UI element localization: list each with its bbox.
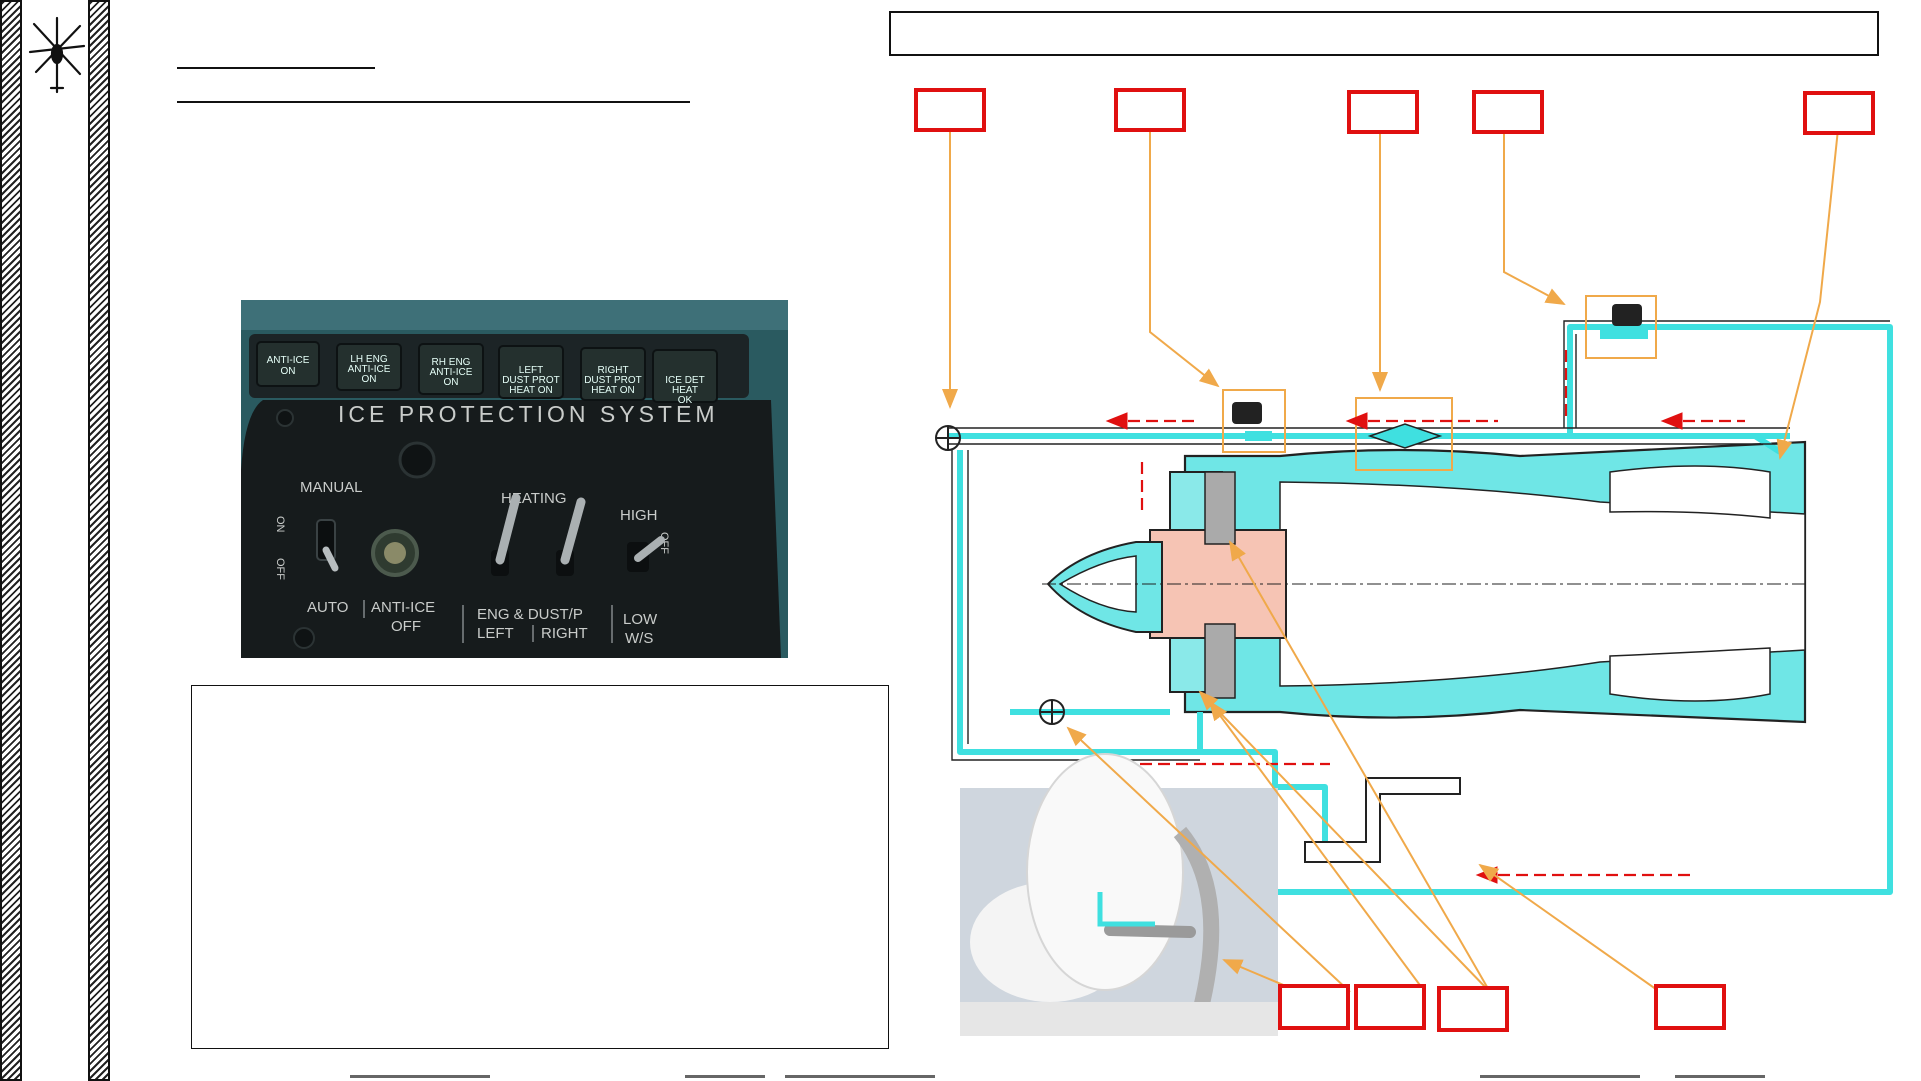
svg-text:OK: OK <box>678 395 693 406</box>
label-ws: W/S <box>625 630 653 647</box>
engine-anti-ice-schematic <box>914 88 1893 1036</box>
callout-box <box>1803 91 1875 135</box>
footer-strip <box>350 1075 1765 1078</box>
subheading-underline <box>177 101 690 103</box>
svg-text:HEAT: HEAT <box>672 385 698 396</box>
panel-screw <box>276 409 294 427</box>
label-high: HIGH <box>620 507 658 524</box>
callout-box <box>1354 984 1426 1030</box>
svg-text:HEAT ON: HEAT ON <box>509 385 553 396</box>
callout-box <box>1278 984 1350 1030</box>
label-anti-ice: ANTI-ICE <box>371 599 435 616</box>
connection-terminal-icon <box>1039 699 1065 725</box>
svg-text:RIGHT: RIGHT <box>597 365 628 376</box>
callout-box <box>1114 88 1186 132</box>
svg-text:RH ENG: RH ENG <box>432 357 471 368</box>
inlet-vortex-fitting-icon <box>1304 777 1461 863</box>
panel-knob <box>398 441 436 479</box>
label-anti-ice-off: OFF <box>391 618 421 635</box>
label-left: LEFT <box>477 625 514 642</box>
right-hatched-border <box>88 0 110 1081</box>
label-on: ON <box>274 516 286 533</box>
callout-box <box>914 88 986 132</box>
label-low: LOW <box>623 611 658 628</box>
label-off-vertical: OFF <box>274 558 286 580</box>
callout-box <box>1347 90 1419 134</box>
engine-cross-section <box>1042 440 1807 724</box>
ice-protection-panel-photo: ANTI-ICE ON LH ENG ANTI-ICE ON RH ENG AN… <box>241 300 788 658</box>
anti-ice-off-push-button[interactable] <box>371 529 419 577</box>
svg-text:ON: ON <box>362 374 377 385</box>
callout-box <box>1437 986 1509 1032</box>
label-auto: AUTO <box>307 599 348 616</box>
svg-text:HEAT ON: HEAT ON <box>591 385 635 396</box>
hot-air-flow-arrows <box>1105 350 1745 884</box>
connection-terminal-icon <box>935 425 961 451</box>
callout-leader-lines <box>942 109 1841 993</box>
label-right: RIGHT <box>541 625 588 642</box>
solenoid-valve-left-icon <box>1222 389 1286 453</box>
sensor-probe-photo <box>960 753 1278 1036</box>
svg-text:LH ENG: LH ENG <box>350 354 387 365</box>
lamp-left-dust-prot-heat-on: LEFT DUST PROT HEAT ON <box>498 345 564 399</box>
restrictor-valve-icon <box>1355 397 1453 471</box>
panel-title: ICE PROTECTION SYSTEM <box>338 401 718 427</box>
svg-text:LEFT: LEFT <box>519 365 543 376</box>
svg-text:ANTI-ICE: ANTI-ICE <box>267 355 310 366</box>
lamp-ice-det-heat-ok: ICE DET HEAT OK <box>652 349 718 406</box>
lamp-right-dust-prot-heat-on: RIGHT DUST PROT HEAT ON <box>580 347 646 401</box>
svg-text:ICE DET: ICE DET <box>665 375 704 386</box>
svg-text:ANTI-ICE: ANTI-ICE <box>348 364 391 375</box>
solenoid-valve-right-icon <box>1585 295 1657 359</box>
callout-box <box>1472 90 1544 134</box>
windshield-heat-toggle-switch[interactable] <box>627 536 665 572</box>
svg-text:ON: ON <box>444 377 459 388</box>
manual-auto-toggle-switch[interactable] <box>316 519 339 572</box>
lamp-lh-eng-anti-ice-on: LH ENG ANTI-ICE ON <box>336 343 402 391</box>
eng-dust-right-toggle-switch[interactable] <box>556 497 586 576</box>
description-text-box <box>191 685 889 1049</box>
svg-text:ON: ON <box>281 366 296 377</box>
svg-text:DUST PROT: DUST PROT <box>502 375 560 386</box>
diagram-title-box <box>889 11 1879 56</box>
lamp-anti-ice-on: ANTI-ICE ON <box>256 341 320 387</box>
left-hatched-border <box>0 0 22 1081</box>
heading-underline <box>177 67 375 69</box>
label-manual: MANUAL <box>300 479 363 496</box>
helicopter-logo-icon <box>28 16 86 94</box>
panel-screw <box>293 627 315 649</box>
lamp-rh-eng-anti-ice-on: RH ENG ANTI-ICE ON <box>418 343 484 395</box>
label-eng-dust: ENG & DUST/P <box>477 606 583 623</box>
eng-dust-left-toggle-switch[interactable] <box>491 493 521 576</box>
callout-box <box>1654 984 1726 1030</box>
svg-text:DUST PROT: DUST PROT <box>584 375 642 386</box>
svg-text:ANTI-ICE: ANTI-ICE <box>430 367 473 378</box>
callout-boxes <box>914 88 1875 1032</box>
